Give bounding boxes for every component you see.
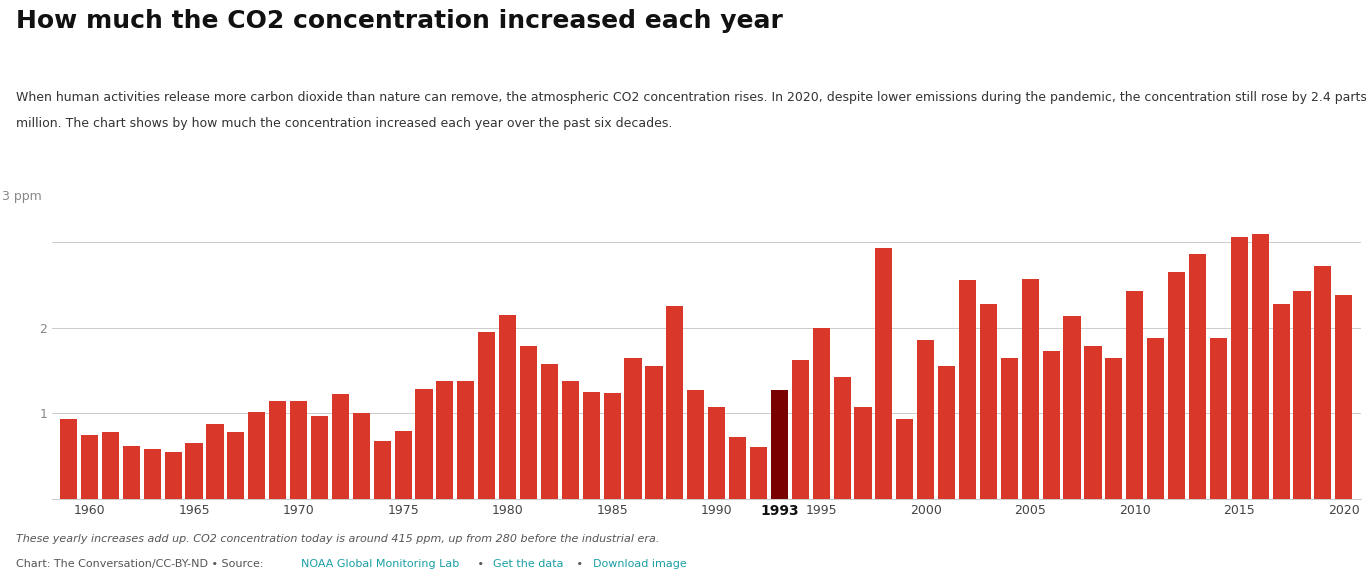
Bar xyxy=(1273,304,1290,499)
Bar xyxy=(729,437,746,499)
Bar xyxy=(269,401,287,499)
Bar xyxy=(123,446,139,499)
Bar xyxy=(583,392,600,499)
Bar xyxy=(687,390,705,499)
Bar xyxy=(186,443,202,499)
Bar xyxy=(499,315,516,499)
Bar xyxy=(813,328,829,499)
Bar xyxy=(708,406,725,499)
Bar xyxy=(979,304,997,499)
Bar xyxy=(311,416,328,499)
Text: NOAA Global Monitoring Lab: NOAA Global Monitoring Lab xyxy=(302,559,459,569)
Text: •: • xyxy=(572,559,586,569)
Bar xyxy=(1022,279,1038,499)
Bar xyxy=(436,381,454,499)
Bar xyxy=(415,388,433,499)
Bar xyxy=(332,394,348,499)
Bar xyxy=(1001,357,1018,499)
Bar xyxy=(624,357,642,499)
Bar xyxy=(102,432,119,499)
Bar xyxy=(1231,237,1249,499)
Bar xyxy=(938,366,955,499)
Bar xyxy=(1188,253,1206,499)
Text: Download image: Download image xyxy=(593,559,687,569)
Bar xyxy=(959,280,977,499)
Bar xyxy=(667,306,683,499)
Bar xyxy=(792,360,809,499)
Bar xyxy=(249,412,265,499)
Text: million. The chart shows by how much the concentration increased each year over : million. The chart shows by how much the… xyxy=(16,117,673,130)
Bar xyxy=(770,390,788,499)
Bar xyxy=(143,449,161,499)
Bar xyxy=(395,430,411,499)
Bar xyxy=(1042,351,1060,499)
Bar xyxy=(206,424,224,499)
Bar xyxy=(1210,338,1227,499)
Text: These yearly increases add up. CO2 concentration today is around 415 ppm, up fro: These yearly increases add up. CO2 conce… xyxy=(16,534,660,544)
Bar xyxy=(833,377,851,499)
Bar xyxy=(290,401,307,499)
Bar xyxy=(1294,291,1310,499)
Bar xyxy=(561,381,579,499)
Bar xyxy=(855,406,872,499)
Bar xyxy=(645,366,663,499)
Bar xyxy=(750,447,768,499)
Text: How much the CO2 concentration increased each year: How much the CO2 concentration increased… xyxy=(16,9,783,33)
Bar xyxy=(917,339,934,499)
Bar xyxy=(164,452,182,499)
Bar xyxy=(604,393,620,499)
Text: 3 ppm: 3 ppm xyxy=(3,190,42,203)
Bar xyxy=(1064,315,1081,499)
Bar xyxy=(1126,291,1143,499)
Bar xyxy=(876,248,892,499)
Text: •: • xyxy=(474,559,488,569)
Bar xyxy=(896,419,914,499)
Bar xyxy=(1168,272,1186,499)
Text: Chart: The Conversation/CC-BY-ND • Source:: Chart: The Conversation/CC-BY-ND • Sourc… xyxy=(16,559,268,569)
Bar xyxy=(520,346,537,499)
Text: When human activities release more carbon dioxide than nature can remove, the at: When human activities release more carbo… xyxy=(16,91,1366,103)
Bar xyxy=(478,332,496,499)
Bar xyxy=(374,441,391,499)
Bar xyxy=(541,364,557,499)
Bar xyxy=(60,419,78,499)
Text: Get the data: Get the data xyxy=(493,559,564,569)
Bar xyxy=(1314,266,1332,499)
Bar xyxy=(458,381,474,499)
Bar xyxy=(1335,295,1352,499)
Bar xyxy=(1105,359,1123,499)
Bar xyxy=(1251,234,1269,499)
Bar xyxy=(1085,346,1101,499)
Bar xyxy=(352,413,370,499)
Bar xyxy=(1147,338,1164,499)
Bar xyxy=(81,435,98,499)
Bar xyxy=(227,432,245,499)
